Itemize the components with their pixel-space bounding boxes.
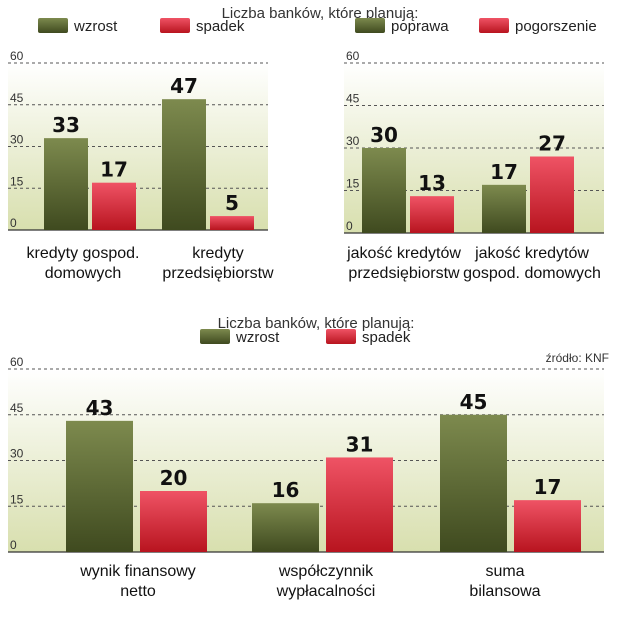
category-label: współczynnik (278, 563, 374, 580)
bar (162, 99, 206, 230)
category-label: gospod. domowych (463, 265, 601, 282)
category-label: jakość kredytów (346, 245, 461, 262)
y-tick-label: 45 (10, 401, 24, 415)
y-tick-label: 30 (10, 447, 24, 461)
y-tick-label: 15 (346, 177, 360, 191)
bar-value-label: 20 (160, 466, 188, 490)
chart-1-title: Liczba banków, które planują: (222, 5, 419, 22)
bar (440, 414, 507, 552)
bar-value-label: 33 (52, 113, 80, 137)
y-tick-label: 60 (10, 49, 24, 63)
y-tick-label: 60 (10, 355, 24, 369)
bar (410, 196, 454, 233)
bar-value-label: 17 (534, 475, 562, 499)
chart-3: 0 15 30 45 60 wzrost spadek 43 20 wynik finansowy… (8, 329, 604, 600)
chart-2: 0 15 30 45 60 poprawa pogorszenie 30 13 jakość kr… (344, 18, 604, 282)
legend-label: pogorszenie (515, 18, 597, 35)
legend-swatch-red (160, 18, 190, 33)
legend-label: wzrost (73, 18, 118, 35)
y-tick-label: 0 (10, 538, 17, 552)
bar-value-label: 31 (346, 432, 374, 456)
category-label: przedsiębiorstw (348, 265, 460, 282)
bar-value-label: 45 (460, 390, 488, 414)
legend-swatch-green (38, 18, 68, 33)
bar-value-label: 5 (225, 191, 239, 215)
y-tick-label: 30 (346, 134, 360, 148)
category-label: bilansowa (469, 583, 540, 600)
y-tick-label: 0 (346, 219, 353, 233)
category-label: suma (485, 563, 524, 580)
category-label: jakość kredytów (474, 245, 589, 262)
chart-1: 0 15 30 45 60 wzrost spadek 33 17 kredyty gospod.… (8, 18, 274, 282)
bar-value-label: 16 (272, 478, 300, 502)
category-label: domowych (45, 265, 121, 282)
legend-label: wzrost (235, 329, 280, 346)
y-tick-label: 15 (10, 492, 24, 506)
bar (482, 184, 526, 233)
source-note: źródło: KNF (546, 351, 609, 365)
chart-3-title: Liczba banków, które planują: (218, 315, 415, 332)
bar (44, 138, 88, 230)
bar (362, 148, 406, 233)
y-tick-label: 60 (346, 49, 360, 63)
y-tick-label: 45 (10, 91, 24, 105)
bar (530, 156, 574, 233)
bar-value-label: 13 (418, 171, 446, 195)
bar (514, 500, 581, 552)
y-tick-label: 0 (10, 216, 17, 230)
legend-swatch-red (326, 329, 356, 344)
bar (326, 457, 393, 552)
legend-label: poprawa (391, 18, 449, 35)
category-label: netto (120, 583, 156, 600)
legend-swatch-red (479, 18, 509, 33)
legend-label: spadek (196, 18, 245, 35)
bar (66, 420, 133, 552)
bar (92, 182, 136, 230)
category-label: wynik finansowy (79, 563, 196, 580)
legend-swatch-green (200, 329, 230, 344)
category-label: kredyty (192, 245, 244, 262)
category-label: przedsiębiorstw (162, 265, 274, 282)
y-tick-label: 45 (346, 92, 360, 106)
legend-label: spadek (362, 329, 411, 346)
bar (210, 216, 254, 230)
bar-value-label: 47 (170, 74, 198, 98)
bar-value-label: 27 (538, 132, 566, 156)
category-label: kredyty gospod. (27, 245, 140, 262)
bar-value-label: 30 (370, 123, 398, 147)
bar (140, 491, 207, 552)
bar-value-label: 17 (490, 160, 518, 184)
y-tick-label: 30 (10, 133, 24, 147)
y-tick-label: 15 (10, 174, 24, 188)
legend-swatch-green (355, 18, 385, 33)
bar-value-label: 17 (100, 158, 128, 182)
bar-value-label: 43 (86, 396, 114, 420)
bar (252, 503, 319, 552)
category-label: wypłacalności (276, 583, 376, 600)
